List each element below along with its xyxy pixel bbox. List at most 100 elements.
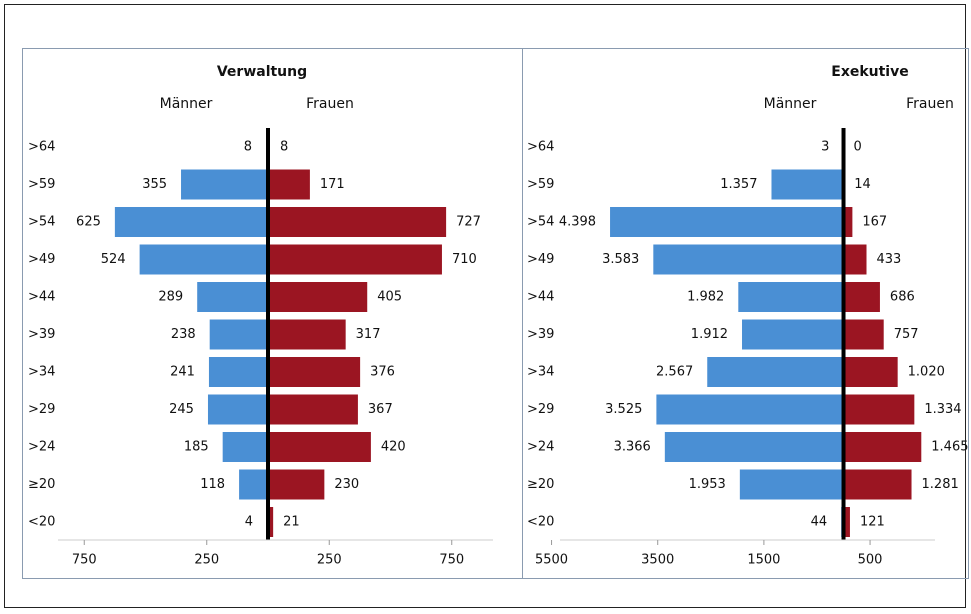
category-label: >54 — [527, 215, 554, 230]
bar — [268, 357, 361, 387]
value-label: 1.281 — [922, 477, 959, 492]
value-label: 420 — [381, 440, 406, 455]
bar — [664, 432, 844, 462]
value-label: 241 — [170, 365, 195, 380]
value-label: 1.020 — [908, 365, 945, 380]
value-label: 686 — [890, 290, 915, 305]
bar — [843, 432, 922, 462]
bar — [738, 282, 844, 312]
bar — [268, 432, 371, 462]
value-label: 2.567 — [656, 365, 693, 380]
bar — [707, 357, 844, 387]
bar — [268, 319, 346, 350]
category-label: >49 — [527, 252, 554, 267]
bar — [268, 244, 442, 275]
bar — [843, 244, 867, 275]
value-label: 167 — [862, 215, 887, 230]
bar — [843, 507, 850, 537]
legend-label: Frauen — [906, 96, 954, 112]
value-label: 1.357 — [720, 177, 757, 192]
value-label: 1.953 — [689, 477, 726, 492]
value-label: 317 — [356, 327, 381, 342]
bar — [268, 394, 358, 425]
panel — [522, 48, 969, 579]
bar — [114, 207, 268, 237]
category-label: >59 — [28, 177, 55, 192]
value-label: 44 — [811, 515, 828, 530]
category-label: <20 — [527, 515, 554, 530]
bar — [197, 282, 268, 312]
chart-title: Exekutive — [831, 64, 908, 80]
value-label: 118 — [200, 477, 225, 492]
value-label: 3 — [821, 140, 829, 155]
legend-label: Männer — [160, 96, 213, 112]
value-label: 1.982 — [687, 290, 724, 305]
value-label: 405 — [377, 290, 402, 305]
category-label: ≥20 — [28, 477, 55, 492]
x-tick-label: 750 — [439, 553, 464, 568]
bar — [742, 319, 844, 350]
value-label: 245 — [169, 402, 194, 417]
category-label: >59 — [527, 177, 554, 192]
value-label: 8 — [280, 140, 288, 155]
category-label: >24 — [527, 440, 554, 455]
category-label: >34 — [28, 365, 55, 380]
bar — [222, 432, 268, 462]
value-label: 3.366 — [614, 440, 651, 455]
bar — [268, 169, 310, 200]
bar — [771, 169, 844, 200]
frame — [4, 4, 966, 608]
value-label: 367 — [368, 402, 393, 417]
x-tick-label: 1500 — [747, 553, 780, 568]
legend-label: Männer — [764, 96, 817, 112]
category-label: >39 — [527, 327, 554, 342]
bar — [268, 507, 274, 537]
value-label: 4 — [245, 515, 253, 530]
bar — [843, 394, 915, 425]
bar — [239, 469, 268, 500]
value-label: 14 — [854, 177, 871, 192]
category-label: <20 — [28, 515, 55, 530]
category-label: >64 — [527, 140, 554, 155]
bar — [843, 207, 853, 237]
value-label: 121 — [860, 515, 885, 530]
value-label: 21 — [283, 515, 300, 530]
value-label: 710 — [452, 252, 477, 267]
category-label: >24 — [28, 440, 55, 455]
category-label: >44 — [28, 290, 55, 305]
value-label: 4.398 — [559, 215, 596, 230]
value-label: 757 — [894, 327, 919, 342]
category-label: >44 — [527, 290, 554, 305]
value-label: 625 — [76, 215, 101, 230]
category-label: >64 — [28, 140, 55, 155]
x-tick-label: 250 — [317, 553, 342, 568]
x-tick-label: 750 — [72, 553, 97, 568]
category-label: ≥20 — [527, 477, 554, 492]
bar — [843, 282, 880, 312]
bar — [139, 244, 268, 275]
category-label: >49 — [28, 252, 55, 267]
x-tick-label: 5500 — [535, 553, 568, 568]
chart-title: Verwaltung — [217, 64, 307, 80]
bar — [653, 244, 844, 275]
value-label: 355 — [142, 177, 167, 192]
bar — [268, 282, 368, 312]
bar — [610, 207, 844, 237]
value-label: 376 — [370, 365, 395, 380]
x-tick-label: 3500 — [641, 553, 674, 568]
value-label: 230 — [334, 477, 359, 492]
value-label: 8 — [244, 140, 252, 155]
value-label: 238 — [171, 327, 196, 342]
value-label: 0 — [854, 140, 862, 155]
value-label: 1.465 — [931, 440, 968, 455]
value-label: 171 — [320, 177, 345, 192]
category-label: >34 — [527, 365, 554, 380]
bar — [843, 357, 898, 387]
value-label: 524 — [101, 252, 126, 267]
bar — [208, 357, 268, 387]
bar — [207, 394, 268, 425]
bar — [209, 319, 268, 350]
bar — [843, 469, 912, 500]
bar — [268, 469, 325, 500]
x-tick-label: 250 — [194, 553, 219, 568]
